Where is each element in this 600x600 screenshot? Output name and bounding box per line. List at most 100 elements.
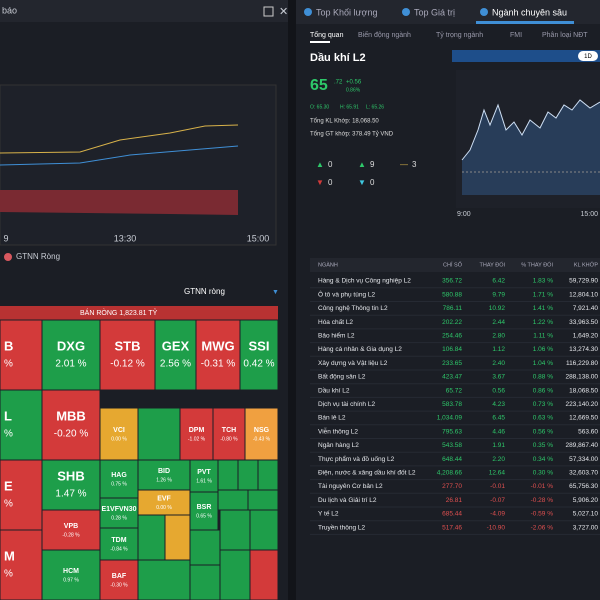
tile[interactable]: [99, 319, 156, 391]
tile[interactable]: [195, 319, 241, 391]
column-header: CHỈ SỐ: [443, 261, 463, 268]
tile[interactable]: [189, 491, 219, 531]
tile[interactable]: [164, 514, 191, 561]
tile[interactable]: [137, 489, 191, 516]
tile-change: -0.28 %: [62, 532, 80, 538]
tile[interactable]: [217, 489, 249, 511]
table-cell: 12.64: [489, 470, 506, 477]
tile-label: BID: [158, 468, 170, 475]
tile-change: -0.80 %: [220, 436, 238, 442]
tile[interactable]: [179, 407, 214, 461]
left-header: [0, 0, 288, 22]
tile-label: BAF: [112, 573, 127, 580]
dropdown-label[interactable]: GTNN ròng: [184, 287, 225, 296]
tile[interactable]: [219, 509, 251, 551]
tile[interactable]: [99, 559, 139, 600]
tile[interactable]: [99, 527, 139, 561]
table-cell: 3.67: [492, 374, 505, 381]
tile[interactable]: [219, 549, 251, 600]
tab[interactable]: Ngành chuyên sâu: [492, 7, 567, 17]
tile[interactable]: [99, 459, 139, 499]
table-cell: Du lịch và Giải trí L2: [318, 497, 377, 504]
dropdown[interactable]: [170, 283, 278, 299]
tile[interactable]: [0, 319, 43, 391]
tile-label: VCI: [113, 427, 125, 434]
tile-label: TCH: [222, 427, 236, 434]
tile[interactable]: [99, 497, 139, 529]
table-cell: 5,906.20: [573, 497, 599, 504]
close-icon[interactable]: ✕: [279, 6, 288, 18]
table-cell: Hàng & Dịch vụ Công nghiệp L2: [318, 278, 411, 285]
tile[interactable]: [0, 459, 43, 531]
tile[interactable]: [41, 459, 101, 511]
tile[interactable]: [99, 407, 139, 461]
table-cell: 106.84: [442, 346, 462, 353]
tile[interactable]: [247, 489, 279, 511]
tile-change: 0.00 %: [111, 436, 127, 442]
tile[interactable]: [237, 459, 259, 491]
tile[interactable]: [154, 319, 197, 391]
table-cell: 12,669.50: [569, 415, 598, 422]
period-bar: [452, 50, 600, 62]
table-cell: Công nghệ Thông tin L2: [318, 305, 388, 312]
table-cell: -0.01: [490, 483, 505, 490]
subtab[interactable]: FMI: [510, 32, 522, 39]
tile-change: -0.30 %: [110, 582, 128, 588]
tile[interactable]: [189, 459, 219, 493]
tile[interactable]: [189, 529, 221, 566]
table-cell: 4.46: [492, 428, 505, 435]
tile[interactable]: [217, 459, 239, 491]
tile-label: HAG: [111, 472, 127, 479]
tile[interactable]: [0, 389, 43, 461]
table-cell: Ô tô và phụ tùng L2: [318, 289, 375, 298]
tile[interactable]: [189, 564, 221, 600]
tile[interactable]: [137, 514, 166, 561]
treemap-header: [0, 306, 278, 320]
table-cell: 223,140.20: [565, 401, 598, 408]
tile[interactable]: [0, 529, 43, 600]
tile[interactable]: [249, 509, 279, 551]
period-chip[interactable]: [578, 51, 598, 61]
label: báo: [2, 5, 17, 15]
tile-change: %: [4, 499, 13, 510]
count-icon: ▼: [316, 178, 324, 187]
sector-area: [462, 100, 600, 195]
period[interactable]: 1D: [584, 54, 592, 60]
table-cell: -2.06 %: [531, 524, 554, 531]
subtab[interactable]: Phân loại NĐT: [542, 32, 588, 39]
table-cell: 423.47: [442, 374, 462, 381]
table-cell: 1,034.09: [437, 415, 463, 422]
count-icon: ▲: [316, 160, 324, 169]
table-cell: 786.11: [443, 305, 463, 312]
table-cell: 0.86 %: [533, 387, 553, 394]
subtab[interactable]: Tổng quan: [310, 31, 344, 39]
tile[interactable]: [41, 549, 101, 600]
expand-icon[interactable]: [263, 6, 274, 17]
tile-change: %: [4, 429, 13, 440]
tile[interactable]: [244, 407, 279, 461]
tile[interactable]: [137, 459, 191, 491]
tile-label: DXG: [57, 338, 85, 353]
tab[interactable]: Top Khối lượng: [316, 7, 377, 17]
subtab[interactable]: Tỷ trọng ngành: [436, 32, 483, 39]
tile[interactable]: [41, 509, 101, 551]
column-header: NGÀNH: [318, 261, 338, 268]
tile-label: VPB: [64, 523, 78, 530]
tile[interactable]: [137, 407, 181, 461]
tab[interactable]: Top Giá trị: [414, 7, 455, 17]
tile[interactable]: [239, 319, 279, 391]
tile[interactable]: [249, 549, 279, 600]
treemap: B% DXG 2.01 % STB -0.12 % GEX 2.56 % MWG -0.31 %…: [0, 319, 279, 600]
tile[interactable]: [41, 389, 101, 461]
net-area: [0, 190, 238, 215]
count: 3: [412, 160, 417, 169]
tile[interactable]: [212, 407, 246, 461]
tile[interactable]: [41, 319, 101, 391]
tile[interactable]: [257, 459, 279, 491]
dropdown-arrow[interactable]: ▼: [272, 289, 279, 296]
subtab[interactable]: Biến động ngành: [358, 30, 411, 39]
tile[interactable]: [137, 559, 191, 600]
table-cell: Điện, nước & xăng dầu khí đốt L2: [318, 468, 416, 477]
count: 9: [370, 160, 375, 169]
